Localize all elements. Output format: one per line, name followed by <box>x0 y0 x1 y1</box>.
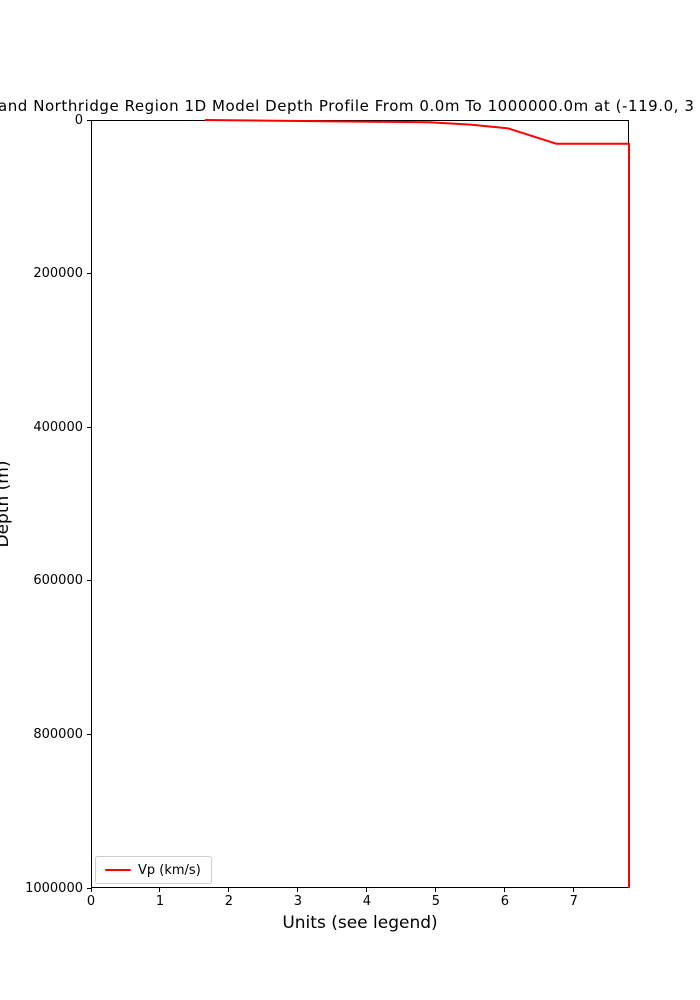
plot-area <box>91 120 629 888</box>
y-tick-label: 1000000 <box>25 880 83 896</box>
y-tick-label: 800000 <box>33 726 83 742</box>
legend: Vp (km/s) <box>95 856 212 884</box>
profile-chart-svg <box>204 119 630 888</box>
x-tick-label: 5 <box>431 894 440 909</box>
x-tick-label: 7 <box>569 894 578 909</box>
y-tick-mark <box>87 119 91 121</box>
x-tick-label: 3 <box>293 894 303 909</box>
vp-profile-line <box>204 119 630 888</box>
x-tick-mark <box>366 888 368 892</box>
x-tick-mark <box>159 888 161 892</box>
y-tick-mark <box>87 580 91 582</box>
x-tick-label: 1 <box>155 894 165 909</box>
x-tick-mark <box>90 888 92 892</box>
legend-vp-label: Vp (km/s) <box>138 863 201 878</box>
x-tick-mark <box>228 888 230 892</box>
x-tick-label: 4 <box>362 894 372 909</box>
x-tick-label: 2 <box>224 894 234 909</box>
y-tick-label: 600000 <box>33 573 83 589</box>
x-tick-mark <box>297 888 299 892</box>
y-tick-label: 400000 <box>33 419 83 435</box>
x-tick-label: 6 <box>500 894 509 909</box>
x-tick-mark <box>504 888 506 892</box>
x-tick-label: 0 <box>86 894 96 909</box>
legend-vp-line-swatch-icon <box>105 868 131 872</box>
y-tick-mark <box>87 426 91 428</box>
y-axis-label: Depth (m) <box>0 460 13 548</box>
y-tick-mark <box>87 733 91 735</box>
x-axis-label: Units (see legend) <box>282 913 438 933</box>
y-tick-label: 0 <box>74 112 83 128</box>
x-tick-mark <box>573 888 575 892</box>
y-tick-label: 200000 <box>33 266 83 282</box>
chart-title: and Northridge Region 1D Model Depth Pro… <box>0 97 695 115</box>
y-tick-mark <box>87 887 91 889</box>
x-tick-mark <box>435 888 437 892</box>
y-tick-mark <box>87 273 91 275</box>
